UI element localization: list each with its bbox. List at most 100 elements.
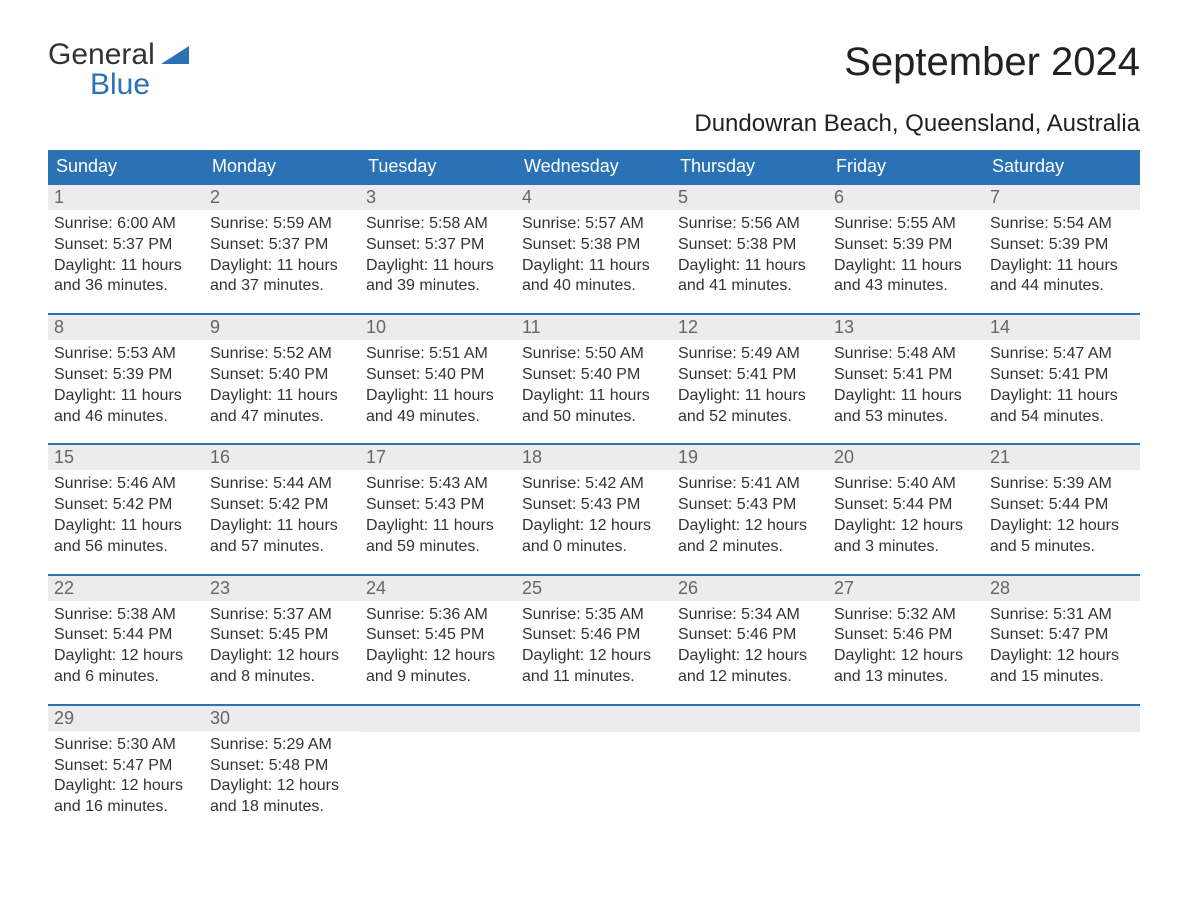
calendar: Sunday Monday Tuesday Wednesday Thursday… (48, 150, 1140, 822)
sunrise-line: Sunrise: 5:48 AM (834, 344, 978, 365)
day-cell: 17Sunrise: 5:43 AMSunset: 5:43 PMDayligh… (360, 445, 516, 561)
sunrise-line: Sunrise: 5:38 AM (54, 605, 198, 626)
daylight-line-2: and 40 minutes. (522, 276, 666, 297)
sunset-line: Sunset: 5:40 PM (366, 365, 510, 386)
daylight-line-2: and 0 minutes. (522, 537, 666, 558)
daylight-line-2: and 9 minutes. (366, 667, 510, 688)
day-number: 2 (204, 185, 360, 210)
day-number: 11 (516, 315, 672, 340)
logo: General Blue (48, 40, 189, 100)
month-title: September 2024 (844, 40, 1140, 85)
day-body: Sunrise: 5:59 AMSunset: 5:37 PMDaylight:… (204, 210, 360, 301)
daylight-line-1: Daylight: 12 hours (990, 646, 1134, 667)
sunrise-line: Sunrise: 5:59 AM (210, 214, 354, 235)
day-number: 6 (828, 185, 984, 210)
daylight-line-2: and 5 minutes. (990, 537, 1134, 558)
day-number: 27 (828, 576, 984, 601)
sunrise-line: Sunrise: 5:36 AM (366, 605, 510, 626)
day-number: 14 (984, 315, 1140, 340)
location: Dundowran Beach, Queensland, Australia (48, 110, 1140, 138)
day-number (516, 706, 672, 732)
daylight-line-2: and 49 minutes. (366, 407, 510, 428)
day-cell (828, 706, 984, 822)
daylight-line-2: and 16 minutes. (54, 797, 198, 818)
sunset-line: Sunset: 5:44 PM (54, 625, 198, 646)
daylight-line-1: Daylight: 12 hours (678, 646, 822, 667)
day-number (672, 706, 828, 732)
sunrise-line: Sunrise: 5:46 AM (54, 474, 198, 495)
daylight-line-1: Daylight: 11 hours (834, 386, 978, 407)
sunset-line: Sunset: 5:45 PM (210, 625, 354, 646)
header: General Blue September 2024 (48, 40, 1140, 100)
day-cell (516, 706, 672, 822)
day-body: Sunrise: 5:43 AMSunset: 5:43 PMDaylight:… (360, 470, 516, 561)
day-cell: 7Sunrise: 5:54 AMSunset: 5:39 PMDaylight… (984, 185, 1140, 301)
day-body: Sunrise: 5:30 AMSunset: 5:47 PMDaylight:… (48, 731, 204, 822)
day-number: 17 (360, 445, 516, 470)
day-cell: 13Sunrise: 5:48 AMSunset: 5:41 PMDayligh… (828, 315, 984, 431)
day-number: 19 (672, 445, 828, 470)
daylight-line-1: Daylight: 11 hours (522, 256, 666, 277)
daylight-line-2: and 12 minutes. (678, 667, 822, 688)
daylight-line-2: and 18 minutes. (210, 797, 354, 818)
sunset-line: Sunset: 5:37 PM (54, 235, 198, 256)
daylight-line-2: and 56 minutes. (54, 537, 198, 558)
weekday-cell: Sunday (48, 150, 204, 183)
sunset-line: Sunset: 5:40 PM (522, 365, 666, 386)
day-cell: 14Sunrise: 5:47 AMSunset: 5:41 PMDayligh… (984, 315, 1140, 431)
daylight-line-1: Daylight: 12 hours (522, 516, 666, 537)
sunrise-line: Sunrise: 5:35 AM (522, 605, 666, 626)
sunrise-line: Sunrise: 5:42 AM (522, 474, 666, 495)
daylight-line-2: and 2 minutes. (678, 537, 822, 558)
daylight-line-1: Daylight: 12 hours (54, 776, 198, 797)
sunrise-line: Sunrise: 5:39 AM (990, 474, 1134, 495)
day-number: 20 (828, 445, 984, 470)
daylight-line-2: and 50 minutes. (522, 407, 666, 428)
day-number (828, 706, 984, 732)
day-number (360, 706, 516, 732)
day-body: Sunrise: 5:54 AMSunset: 5:39 PMDaylight:… (984, 210, 1140, 301)
daylight-line-1: Daylight: 11 hours (990, 256, 1134, 277)
daylight-line-2: and 11 minutes. (522, 667, 666, 688)
day-cell: 5Sunrise: 5:56 AMSunset: 5:38 PMDaylight… (672, 185, 828, 301)
day-body: Sunrise: 5:40 AMSunset: 5:44 PMDaylight:… (828, 470, 984, 561)
day-cell: 15Sunrise: 5:46 AMSunset: 5:42 PMDayligh… (48, 445, 204, 561)
sunrise-line: Sunrise: 5:34 AM (678, 605, 822, 626)
sunset-line: Sunset: 5:40 PM (210, 365, 354, 386)
daylight-line-1: Daylight: 11 hours (366, 516, 510, 537)
daylight-line-2: and 6 minutes. (54, 667, 198, 688)
daylight-line-1: Daylight: 11 hours (366, 386, 510, 407)
day-body: Sunrise: 5:46 AMSunset: 5:42 PMDaylight:… (48, 470, 204, 561)
day-cell: 23Sunrise: 5:37 AMSunset: 5:45 PMDayligh… (204, 576, 360, 692)
sunset-line: Sunset: 5:48 PM (210, 756, 354, 777)
weekday-cell: Tuesday (360, 150, 516, 183)
day-body: Sunrise: 5:55 AMSunset: 5:39 PMDaylight:… (828, 210, 984, 301)
daylight-line-1: Daylight: 11 hours (522, 386, 666, 407)
day-number: 5 (672, 185, 828, 210)
sunset-line: Sunset: 5:47 PM (990, 625, 1134, 646)
sunrise-line: Sunrise: 5:50 AM (522, 344, 666, 365)
sunset-line: Sunset: 5:39 PM (54, 365, 198, 386)
day-cell (984, 706, 1140, 822)
sunset-line: Sunset: 5:38 PM (522, 235, 666, 256)
day-number: 24 (360, 576, 516, 601)
day-body: Sunrise: 5:56 AMSunset: 5:38 PMDaylight:… (672, 210, 828, 301)
sunrise-line: Sunrise: 5:51 AM (366, 344, 510, 365)
weekday-cell: Thursday (672, 150, 828, 183)
daylight-line-2: and 36 minutes. (54, 276, 198, 297)
sunrise-line: Sunrise: 5:41 AM (678, 474, 822, 495)
day-body: Sunrise: 5:38 AMSunset: 5:44 PMDaylight:… (48, 601, 204, 692)
sunset-line: Sunset: 5:44 PM (990, 495, 1134, 516)
logo-word1: General (48, 40, 155, 70)
weekday-cell: Saturday (984, 150, 1140, 183)
daylight-line-2: and 53 minutes. (834, 407, 978, 428)
daylight-line-1: Daylight: 11 hours (54, 516, 198, 537)
day-number: 1 (48, 185, 204, 210)
sunset-line: Sunset: 5:47 PM (54, 756, 198, 777)
daylight-line-1: Daylight: 11 hours (54, 386, 198, 407)
sunset-line: Sunset: 5:38 PM (678, 235, 822, 256)
week-row: 22Sunrise: 5:38 AMSunset: 5:44 PMDayligh… (48, 574, 1140, 692)
sunrise-line: Sunrise: 5:32 AM (834, 605, 978, 626)
sunrise-line: Sunrise: 5:29 AM (210, 735, 354, 756)
daylight-line-2: and 52 minutes. (678, 407, 822, 428)
